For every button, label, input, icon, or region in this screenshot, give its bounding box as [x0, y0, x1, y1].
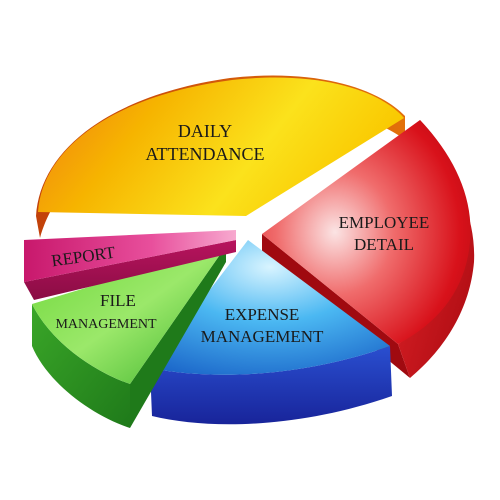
file-management-label-2: MANAGEMENT — [55, 317, 157, 332]
file-management-side-outer — [32, 304, 130, 428]
employee-detail-label-2: DETAIL — [354, 235, 414, 254]
segment-file-management: FILE MANAGEMENT — [32, 246, 226, 428]
daily-attendance-label-2: ATTENDANCE — [146, 144, 265, 164]
expense-management-label-1: EXPENSE — [225, 305, 300, 324]
employee-detail-label-1: EMPLOYEE — [339, 213, 430, 232]
report-top — [24, 230, 236, 282]
file-management-label-1: FILE — [100, 291, 136, 310]
segment-expense-management: EXPENSE MANAGEMENT — [150, 240, 392, 425]
employee-detail-outer-side — [398, 120, 475, 378]
report-side — [24, 240, 236, 300]
daily-attendance-top — [38, 77, 404, 216]
daily-attendance-label-1: DAILY — [178, 121, 232, 141]
segment-report: REPORT — [24, 230, 236, 300]
employee-detail-top — [262, 120, 471, 344]
segment-daily-attendance: DAILY ATTENDANCE — [36, 75, 405, 238]
expense-management-label-2: MANAGEMENT — [201, 327, 324, 346]
expense-management-top — [150, 240, 390, 375]
file-management-side-inner — [130, 246, 226, 428]
file-management-top — [32, 246, 226, 384]
expense-management-side — [150, 346, 392, 425]
